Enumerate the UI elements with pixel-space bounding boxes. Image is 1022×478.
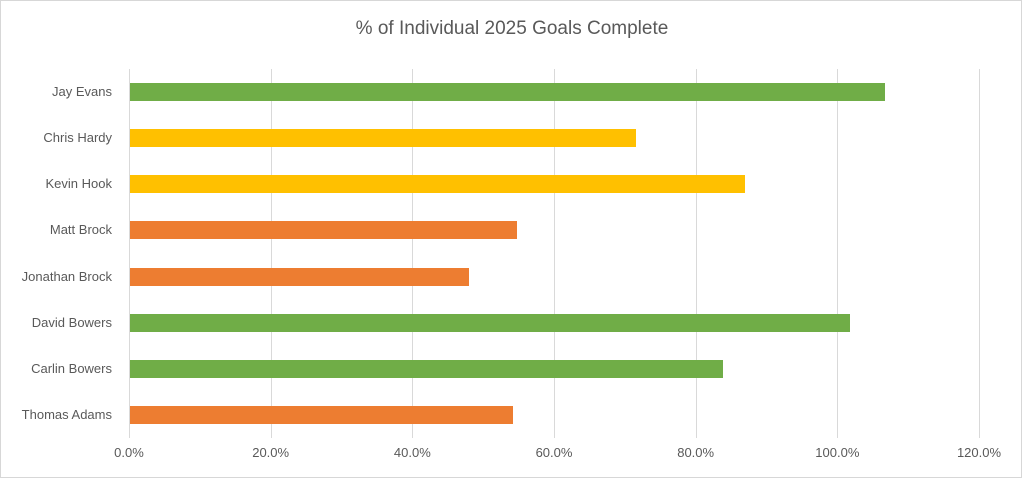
y-axis-label-matt-brock: Matt Brock — [49, 222, 112, 238]
plot-area — [129, 69, 980, 438]
y-axis: Jay Evans Chris Hardy Kevin Hook Matt Brock… — [1, 69, 121, 438]
gridline-40 — [412, 69, 414, 438]
x-axis-label-0: 0.0% — [114, 445, 144, 460]
gridline-80 — [695, 69, 697, 438]
y-axis-label-david-bowers: David Bowers — [31, 314, 112, 330]
x-axis-label-120: 120.0% — [956, 445, 1002, 460]
x-axis-label-40: 40.0% — [393, 445, 431, 460]
bar-chris-hardy[interactable] — [130, 129, 637, 148]
gridline-20 — [270, 69, 272, 438]
y-axis-label-jonathan-brock: Jonathan Brock — [21, 268, 112, 284]
y-axis-label-kevin-hook: Kevin Hook — [45, 176, 112, 192]
bar-kevin-hook[interactable] — [130, 175, 745, 194]
gridline-60 — [554, 69, 555, 438]
gridline-120 — [979, 69, 980, 438]
x-axis-label-100: 100.0% — [815, 445, 860, 460]
x-axis-label-60: 60.0% — [535, 445, 573, 460]
gridline-100 — [837, 69, 839, 438]
x-axis: 0.0% 20.0% 40.0% 60.0% 80.0% 100.0% 120.0% — [114, 445, 1001, 465]
bar-carlin-bowers[interactable] — [130, 359, 723, 378]
bar-thomas-adams[interactable] — [130, 405, 514, 424]
y-axis-label-carlin-bowers: Carlin Bowers — [31, 360, 112, 376]
bar-jonathan-brock[interactable] — [130, 267, 469, 286]
bar-david-bowers[interactable] — [130, 313, 850, 332]
x-axis-label-80: 80.0% — [677, 445, 715, 460]
y-axis-label-jay-evans: Jay Evans — [52, 84, 112, 100]
bar-jay-evans[interactable] — [130, 83, 886, 102]
chart-title: % of Individual 2025 Goals Complete — [355, 18, 669, 39]
bar-matt-brock[interactable] — [130, 221, 517, 240]
x-axis-label-20: 20.0% — [252, 445, 290, 460]
y-axis-label-chris-hardy: Chris Hardy — [43, 130, 112, 146]
gridline-0 — [129, 69, 130, 438]
y-axis-label-thomas-adams: Thomas Adams — [21, 406, 112, 422]
